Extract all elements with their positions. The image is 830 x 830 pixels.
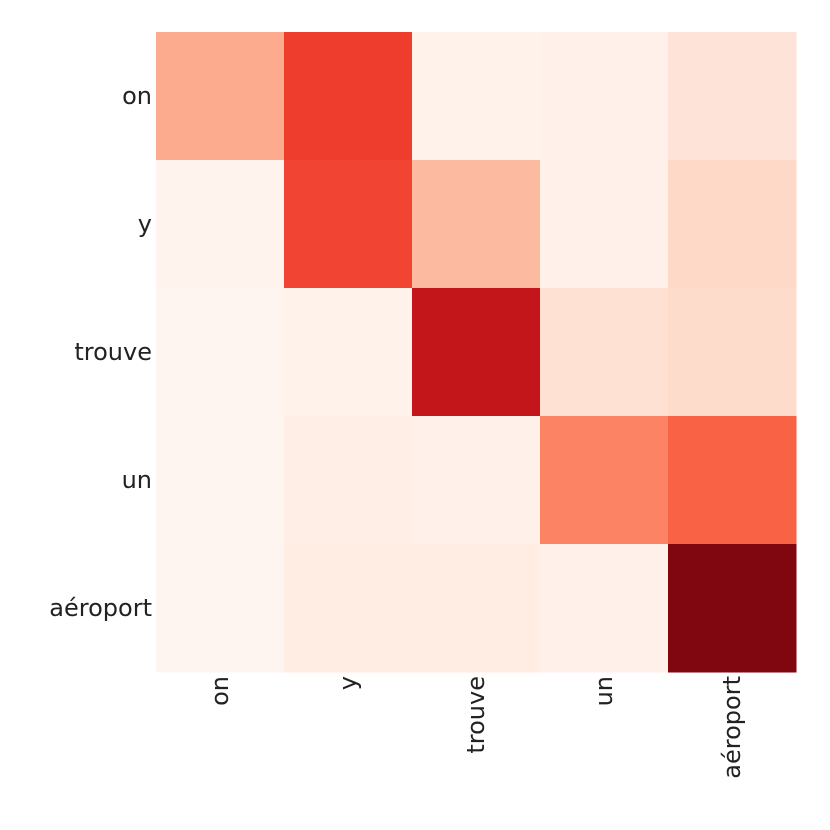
heatmap-cell-4-1 [284,544,413,673]
x-tick-label: trouve [462,676,490,754]
heatmap-cell-0-3 [540,32,669,161]
heatmap-cell-4-3 [540,544,669,673]
heatmap-cell-1-2 [412,160,541,289]
heatmap-cell-1-1 [284,160,413,289]
x-tick-label: aéroport [718,676,746,779]
heatmap-cell-4-2 [412,544,541,673]
heatmap-cell-4-0 [156,544,285,673]
y-tick-label: un [122,466,152,494]
heatmap-cell-2-0 [156,288,285,417]
heatmap-cell-3-3 [540,416,669,545]
heatmap-cell-3-4 [668,416,797,545]
heatmap-cell-3-1 [284,416,413,545]
heatmap-cell-2-3 [540,288,669,417]
heatmap-cells [156,32,797,673]
y-tick-label: trouve [74,338,152,366]
x-tick-label: un [590,676,618,706]
x-tick-label: on [206,676,234,706]
heatmap-cell-3-0 [156,416,285,545]
heatmap-cell-0-1 [284,32,413,161]
heatmap-cell-3-2 [412,416,541,545]
x-tick-labels: on y trouve un aéroport [206,676,746,779]
y-tick-label: aéroport [49,594,152,622]
y-tick-labels: on y trouve un aéroport [49,82,152,622]
heatmap-cell-0-0 [156,32,285,161]
heatmap-cell-2-2 [412,288,541,417]
y-tick-label: on [122,82,152,110]
y-tick-label: y [138,210,152,238]
heatmap-cell-1-0 [156,160,285,289]
x-tick-label: y [334,676,362,690]
heatmap-cell-1-4 [668,160,797,289]
heatmap-cell-2-1 [284,288,413,417]
heatmap-cell-4-4 [668,544,797,673]
heatmap-cell-2-4 [668,288,797,417]
heatmap-cell-1-3 [540,160,669,289]
heatmap-cell-0-2 [412,32,541,161]
heatmap-cell-0-4 [668,32,797,161]
